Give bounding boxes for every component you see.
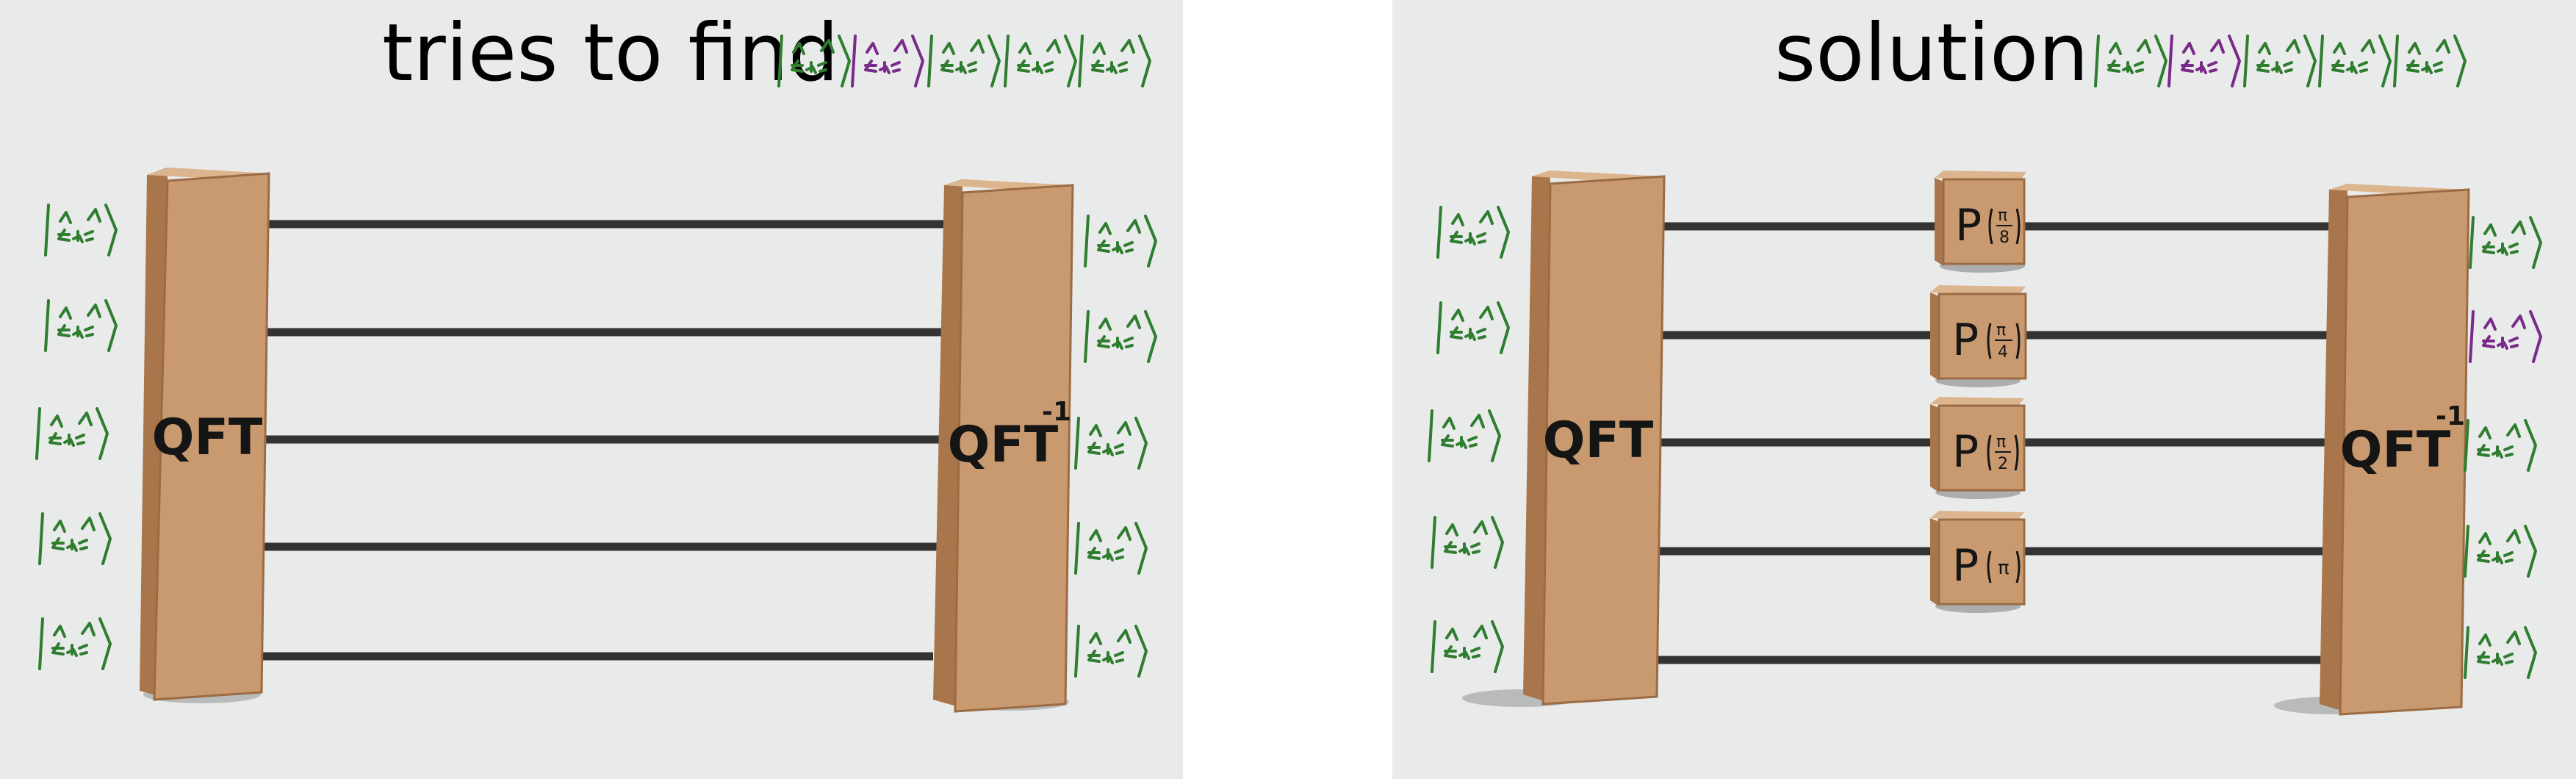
right-panel: solution QFT <box>1392 0 2576 779</box>
left-output-ket-2 <box>1084 310 1157 363</box>
left-qft-box: QFT <box>140 168 270 703</box>
right-input-ket-4 <box>1431 516 1504 569</box>
right-panel-title: solution <box>1774 7 2089 99</box>
right-input-ket-3 <box>1428 409 1501 462</box>
phase-gate-4-num: π <box>1998 557 2010 579</box>
right-input-ket-5 <box>1431 620 1504 673</box>
right-target-ket-3 <box>2243 35 2317 87</box>
left-target-ket-4 <box>1004 35 1077 87</box>
phase-gate-3-den: 2 <box>1998 455 2008 473</box>
phase-gate-3: P π 2 <box>1930 397 2026 499</box>
right-target-ket-2 <box>2167 35 2241 87</box>
left-panel-title: tries to find <box>382 7 839 99</box>
right-input-ket-1 <box>1436 206 1510 259</box>
phase-gate-1: P π 8 <box>1935 170 2026 273</box>
left-input-ket-1 <box>44 204 118 256</box>
phase-gate-1-den: 8 <box>1999 229 2010 247</box>
left-inverse-exponent: -1 <box>1042 397 1071 427</box>
left-panel: tries to find QFT QFT <box>0 0 1183 779</box>
left-circuit-diagram: QFT QFT -1 <box>35 35 1157 713</box>
right-target-ket-4 <box>2318 35 2392 87</box>
right-qft-box: QFT <box>1462 170 1666 707</box>
phase-gate-3-num: π <box>1996 433 2006 451</box>
left-target-ket-5 <box>1078 35 1151 87</box>
phase-gate-2: P π 4 <box>1930 285 2027 387</box>
right-inverse-exponent: -1 <box>2436 401 2465 431</box>
right-circuit-diagram: QFT P π 8 P π 4 <box>1428 35 2542 716</box>
right-target-ket-1 <box>2094 35 2167 87</box>
left-input-ket-4 <box>38 512 112 565</box>
left-output-ket-4 <box>1074 522 1148 575</box>
left-input-ket-3 <box>35 407 109 460</box>
right-output-ket-4 <box>2464 525 2537 578</box>
phase-gate-3-symbol: P <box>1952 426 1979 478</box>
left-input-ket-5 <box>38 617 112 670</box>
right-phase-gates: P π 8 P π 4 P <box>1930 170 2027 613</box>
right-output-kets <box>2464 216 2542 679</box>
right-qft-label: QFT <box>1543 412 1654 470</box>
left-output-ket-3 <box>1074 417 1148 470</box>
left-target-ket-row <box>777 35 1151 87</box>
phase-gate-2-symbol: P <box>1952 315 1979 366</box>
left-output-kets <box>1074 215 1157 678</box>
right-input-kets <box>1428 206 1510 673</box>
right-target-ket-row <box>2094 35 2467 87</box>
left-target-ket-1 <box>777 35 851 87</box>
left-inverse-qft-label: QFT <box>948 416 1059 474</box>
phase-gate-4-symbol: P <box>1952 540 1979 592</box>
left-target-ket-2 <box>851 35 924 87</box>
right-output-ket-2 <box>2469 310 2542 363</box>
right-target-ket-5 <box>2393 35 2467 87</box>
left-inverse-qft-box: QFT -1 <box>933 179 1074 713</box>
left-output-ket-5 <box>1074 625 1148 678</box>
phase-gate-1-num: π <box>1998 207 2007 225</box>
phase-gate-2-den: 4 <box>1998 343 2008 362</box>
phase-gate-4: P π <box>1930 511 2026 613</box>
left-output-ket-1 <box>1084 215 1157 268</box>
phase-gate-1-symbol: P <box>1955 200 1982 251</box>
right-output-ket-1 <box>2469 216 2542 269</box>
phase-gate-2-num: π <box>1996 321 2006 340</box>
left-input-kets <box>35 204 118 670</box>
left-input-ket-2 <box>44 299 118 352</box>
right-output-ket-5 <box>2464 626 2537 679</box>
left-wires <box>242 220 948 661</box>
right-inverse-qft-label: QFT <box>2340 421 2451 479</box>
left-qft-label: QFT <box>152 409 263 467</box>
right-input-ket-2 <box>1436 301 1510 354</box>
right-inverse-qft-box: QFT -1 <box>2274 184 2470 716</box>
left-target-ket-3 <box>927 35 1001 87</box>
right-output-ket-3 <box>2464 419 2537 472</box>
